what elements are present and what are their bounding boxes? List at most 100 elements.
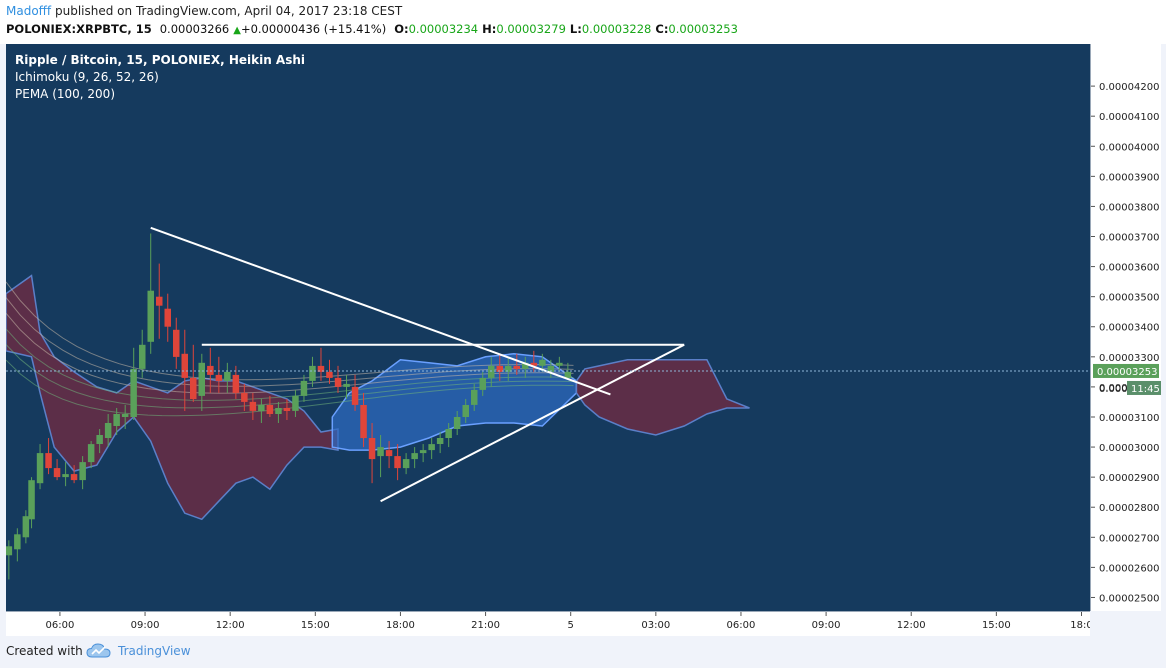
candle-body	[121, 414, 129, 417]
candle-body	[283, 408, 291, 411]
candle-body	[87, 444, 95, 463]
pema-indicator-label[interactable]: PEMA (100, 200)	[15, 87, 115, 101]
candle-body	[53, 468, 61, 478]
time-tick-label: 06:00	[727, 620, 756, 631]
chart-canvas[interactable]	[5, 44, 1090, 611]
candle-body	[70, 474, 78, 481]
candle-body	[385, 450, 393, 457]
current-price-badge	[1093, 363, 1159, 378]
candle-body	[343, 383, 350, 387]
time-tick-label: 09:00	[131, 620, 160, 631]
last-price: 0.00003266	[159, 22, 230, 36]
price-change: +0.00000436 (+15.41%)	[240, 22, 387, 36]
candle-body	[402, 459, 410, 469]
candle-body	[258, 405, 265, 411]
candle-body	[139, 344, 146, 369]
candle-body	[232, 374, 240, 393]
price-axis-canvas[interactable]: 0.00004200 0.00004100 0.00004000 0.00003900…	[1091, 44, 1161, 611]
ichimoku-indicator-label[interactable]: Ichimoku (9, 26, 52, 26)	[15, 70, 159, 84]
price-tick-label: 0.00002600	[1099, 563, 1159, 574]
candle-body	[351, 386, 359, 405]
candle-body	[14, 534, 21, 550]
candle-body	[377, 447, 384, 457]
candle-body	[317, 365, 325, 372]
close-value: 0.00003253	[668, 22, 738, 36]
candle-body	[181, 353, 188, 378]
tradingview-brand-link[interactable]: TradingView	[118, 644, 191, 658]
created-with-label: Created with	[6, 644, 83, 658]
open-label: O:	[394, 22, 409, 36]
candle-body	[62, 474, 69, 478]
candle-body	[445, 429, 452, 438]
candle-body	[36, 453, 44, 484]
pema-ribbon-line	[5, 328, 574, 401]
candle-body	[488, 365, 495, 378]
time-tick-label: 12:00	[216, 620, 245, 631]
price-tick-label: 0.00002500	[1099, 594, 1159, 605]
footer	[0, 636, 1166, 668]
candle-body	[96, 435, 103, 444]
candle-body	[79, 462, 86, 481]
candle-body	[249, 401, 257, 411]
candle-body	[556, 362, 563, 366]
price-tick-label: 0.00003900	[1099, 172, 1159, 183]
time-tick-label: 15:00	[982, 620, 1011, 631]
trendline	[380, 343, 685, 503]
candle-body	[164, 308, 171, 327]
pema-ribbon-line	[5, 312, 574, 394]
chart-pane[interactable]	[5, 44, 1090, 611]
price-tick-label: 0.00004000	[1099, 142, 1159, 153]
trendline	[150, 226, 611, 396]
time-tick-label: 09:00	[812, 620, 841, 631]
time-axis-canvas[interactable]: 06:00 09:00 12:00 15:00 18:00 21:00 5 03:00 06:0…	[6, 612, 1093, 636]
candle-body	[5, 546, 13, 556]
candle-body	[207, 365, 214, 375]
price-axis[interactable]: 0.00004200 0.00004100 0.00004000 0.00003900…	[1090, 44, 1161, 611]
candle-body	[215, 374, 223, 381]
candle-body	[453, 417, 461, 429]
candle-body	[513, 365, 520, 369]
candle-body	[505, 365, 512, 372]
publish-date: published on TradingView.com, April 04, …	[55, 4, 403, 18]
candle-body	[471, 389, 478, 405]
candle-body	[394, 456, 401, 469]
price-tick-label: 0.00003500	[1099, 293, 1159, 304]
candle-body	[368, 438, 376, 460]
time-axis[interactable]: 06:00 09:00 12:00 15:00 18:00 21:00 5 03:00 06:0…	[6, 611, 1093, 636]
price-tick-label: 0.00003000	[1099, 443, 1159, 454]
candle-body	[496, 365, 503, 372]
candle-body	[28, 480, 35, 520]
current-price-label: 0.00003253	[1097, 367, 1157, 378]
price-tick-label: 0.00003100	[1099, 413, 1159, 424]
pema-ribbon-line	[5, 281, 574, 381]
candle-body	[300, 380, 308, 396]
candle-body	[22, 516, 30, 538]
candle-body	[428, 444, 435, 451]
low-value: 0.00003228	[581, 22, 652, 36]
candle-body	[564, 371, 572, 378]
countdown-label: 11:45	[1131, 384, 1160, 395]
candle-body	[104, 423, 112, 438]
tradingview-cloud-icon[interactable]	[86, 642, 112, 664]
candle-body	[113, 414, 120, 426]
price-tick-label: 0.00002900	[1099, 473, 1159, 484]
time-tick-label: 5	[568, 620, 574, 631]
price-tick-label: 0.00002800	[1099, 503, 1159, 514]
price-tick-label: 0.00003400	[1099, 323, 1159, 334]
price-tick-label: 0.00004200	[1099, 82, 1159, 93]
time-tick-label: 06:00	[46, 620, 75, 631]
price-tick-label: 0.00003800	[1099, 202, 1159, 213]
countdown-prefix: 0.000	[1099, 384, 1128, 395]
high-label: H:	[482, 22, 497, 36]
pema-ribbon-line	[5, 297, 574, 387]
candle-body	[436, 438, 444, 444]
open-value: 0.00003234	[408, 22, 479, 36]
chart-legend: Ripple / Bitcoin, 15, POLONIEX, Heikin A…	[15, 52, 305, 103]
time-tick-label: 18:00	[386, 620, 415, 631]
candle-body	[156, 296, 163, 306]
author-link[interactable]: Madofff	[6, 4, 52, 18]
symbol-name: POLONIEX:XRPBTC, 15	[6, 22, 152, 36]
candle-body	[224, 371, 231, 381]
publish-header: Madofff published on TradingView.com, Ap…	[0, 0, 1166, 44]
candle-body	[334, 377, 342, 387]
